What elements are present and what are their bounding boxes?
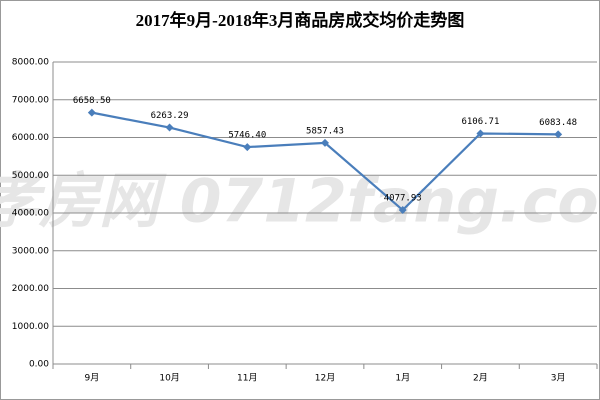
y-tick-label: 3000.00 (12, 246, 49, 256)
data-label: 5746.40 (228, 131, 266, 141)
point-marker (321, 138, 329, 147)
data-label: 5857.43 (306, 126, 344, 136)
point-marker (87, 108, 96, 117)
y-tick-label: 7000.00 (12, 95, 49, 105)
x-tick-label: 1月 (395, 373, 410, 384)
point-marker (554, 130, 563, 139)
x-tick-label: 12月 (315, 373, 335, 384)
point-marker (476, 129, 485, 138)
data-label: 4077.93 (384, 194, 422, 204)
point-marker (243, 143, 252, 152)
point-marker (165, 123, 174, 132)
y-tick-label: 0.00 (29, 360, 49, 370)
data-label: 6106.71 (461, 117, 499, 127)
watermark: 孝房网 0712fang.com (0, 167, 600, 237)
x-tick-label: 2月 (473, 373, 488, 384)
data-label: 6083.48 (539, 118, 577, 128)
x-tick-label: 3月 (551, 373, 566, 384)
x-tick-label: 11月 (237, 373, 257, 384)
chart-title: 2017年9月-2018年3月商品房成交均价走势图 (136, 10, 465, 30)
data-label: 6658.50 (73, 96, 111, 106)
y-tick-label: 8000.00 (12, 58, 49, 68)
y-tick-label: 4000.00 (12, 209, 49, 219)
x-tick-label: 9月 (84, 373, 99, 384)
y-tick-label: 5000.00 (12, 171, 49, 181)
x-tick-label: 10月 (159, 373, 179, 384)
point-marker (398, 206, 407, 215)
y-tick-label: 6000.00 (12, 133, 49, 143)
data-label: 6263.29 (151, 111, 189, 121)
y-tick-label: 1000.00 (12, 322, 49, 332)
y-tick-label: 2000.00 (12, 284, 49, 294)
